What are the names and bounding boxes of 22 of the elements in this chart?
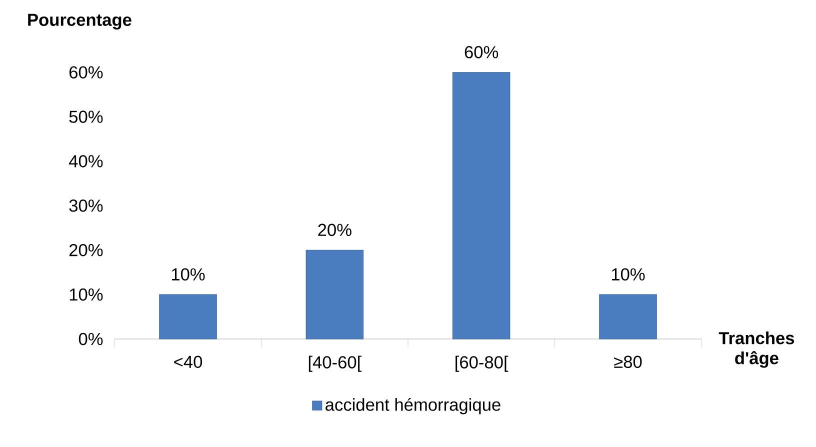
y-tick-label: 30% xyxy=(69,200,103,212)
x-tick-label: ≥80 xyxy=(614,356,642,368)
data-label: 60% xyxy=(464,46,498,58)
data-label: 20% xyxy=(318,224,352,236)
x-tick-label: [60-80[ xyxy=(456,356,508,372)
bar xyxy=(306,250,364,340)
legend-label: accident hémorragique xyxy=(326,398,500,414)
y-tick-label: 20% xyxy=(69,244,103,256)
x-tick-label: <40 xyxy=(174,356,202,368)
x-tick-label: [40-60[ xyxy=(308,356,362,372)
y-tick-label: 0% xyxy=(78,332,103,346)
x-axis-title: Tranches d'âge xyxy=(718,332,794,368)
y-tick-label: 50% xyxy=(69,110,103,123)
y-axis-title: Pourcentage xyxy=(28,14,132,30)
data-label: 10% xyxy=(612,268,645,281)
y-tick-label: 60% xyxy=(69,66,103,78)
y-tick-label: 10% xyxy=(70,288,103,301)
bar xyxy=(452,72,510,340)
y-tick-label: 40% xyxy=(69,155,103,168)
bar xyxy=(159,294,217,340)
bar xyxy=(599,294,657,340)
data-label: 10% xyxy=(172,268,205,281)
